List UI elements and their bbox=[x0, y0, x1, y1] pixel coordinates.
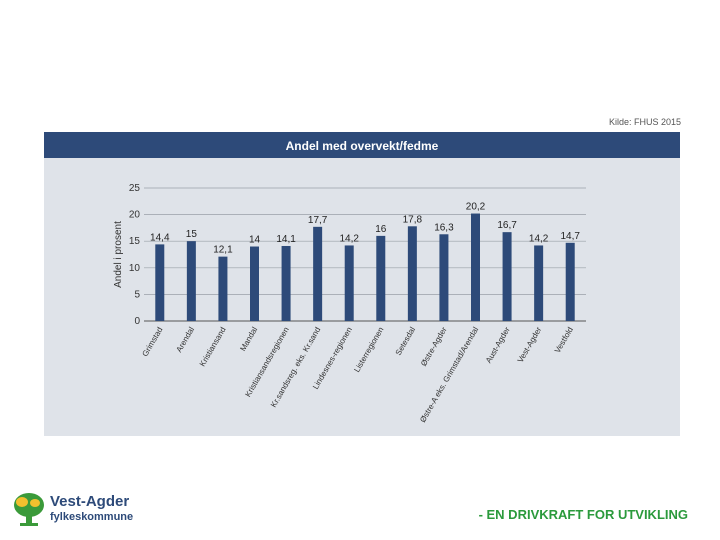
category-label: Mandal bbox=[238, 325, 259, 352]
org-logo: Vest-Agder fylkeskommune bbox=[12, 490, 152, 530]
bars bbox=[155, 213, 575, 321]
y-tick-label: 15 bbox=[129, 236, 141, 247]
source-note: Kilde: FHUS 2015 bbox=[608, 117, 681, 127]
tree-logo-icon bbox=[14, 493, 44, 526]
y-tick-label: 25 bbox=[129, 183, 141, 194]
data-label: 17,8 bbox=[403, 214, 423, 225]
gridlines bbox=[144, 187, 586, 322]
value-labels: 14,4 15 12,1 14 14,1 17,7 14,2 16 17,8 16,3 20,2 16… bbox=[150, 202, 580, 256]
bar bbox=[534, 245, 544, 321]
data-label: 16 bbox=[375, 224, 387, 235]
bar bbox=[313, 226, 323, 321]
category-label: Østre-A eks. Grimstad/Arendal bbox=[418, 325, 480, 424]
data-label: 14 bbox=[249, 235, 261, 246]
data-label: 14,7 bbox=[560, 231, 580, 242]
bar bbox=[155, 244, 165, 321]
bar bbox=[376, 235, 386, 321]
bar bbox=[439, 234, 449, 321]
chart-panel: Andel med overvekt/fedme 0 5 10 15 20 25 Ande… bbox=[44, 132, 680, 436]
data-label: 20,2 bbox=[466, 202, 486, 213]
slogan: - EN DRIVKRAFT FOR UTVIKLING bbox=[478, 507, 688, 522]
category-label: Grimstad bbox=[140, 326, 164, 359]
org-name: Vest-Agder bbox=[50, 493, 130, 510]
category-label: Østre-Agder bbox=[419, 325, 449, 368]
bar bbox=[471, 213, 480, 321]
category-label: Vest-Agder bbox=[516, 325, 544, 364]
y-tick-labels: 0 5 10 15 20 25 bbox=[129, 183, 141, 327]
data-label: 15 bbox=[186, 229, 198, 240]
y-tick-label: 5 bbox=[134, 289, 140, 300]
data-label: 17,7 bbox=[308, 215, 328, 226]
bar bbox=[281, 245, 291, 321]
category-labels: Grimstad Arendal Kristiansand MandalKristia… bbox=[140, 325, 574, 424]
data-label: 16,7 bbox=[497, 220, 517, 231]
bar bbox=[186, 241, 196, 321]
bar bbox=[344, 245, 354, 321]
category-label: Arendal bbox=[175, 325, 197, 354]
org-subname: fylkeskommune bbox=[50, 511, 134, 523]
y-axis-label: Andel i prosent bbox=[113, 221, 124, 288]
y-tick-label: 10 bbox=[129, 263, 141, 274]
bar bbox=[565, 242, 575, 321]
data-label: 12,1 bbox=[213, 245, 233, 256]
category-label: Setesdal bbox=[394, 325, 417, 357]
data-label: 16,3 bbox=[434, 222, 454, 233]
category-label: Kristiansand bbox=[198, 326, 228, 369]
category-label: Listerregionen bbox=[352, 326, 385, 374]
bar bbox=[218, 256, 228, 321]
bar bbox=[502, 232, 512, 321]
data-label: 14,2 bbox=[529, 233, 549, 244]
category-label: Aust-Agder bbox=[484, 325, 512, 364]
y-tick-label: 0 bbox=[134, 316, 140, 327]
data-label: 14,4 bbox=[150, 232, 170, 243]
bar bbox=[250, 246, 259, 321]
bar bbox=[407, 226, 417, 321]
category-label: Vestfold bbox=[553, 326, 575, 355]
data-label: 14,1 bbox=[276, 234, 296, 245]
data-label: 14,2 bbox=[339, 233, 359, 244]
chart-title: Andel med overvekt/fedme bbox=[44, 132, 680, 158]
y-tick-label: 20 bbox=[129, 210, 141, 221]
